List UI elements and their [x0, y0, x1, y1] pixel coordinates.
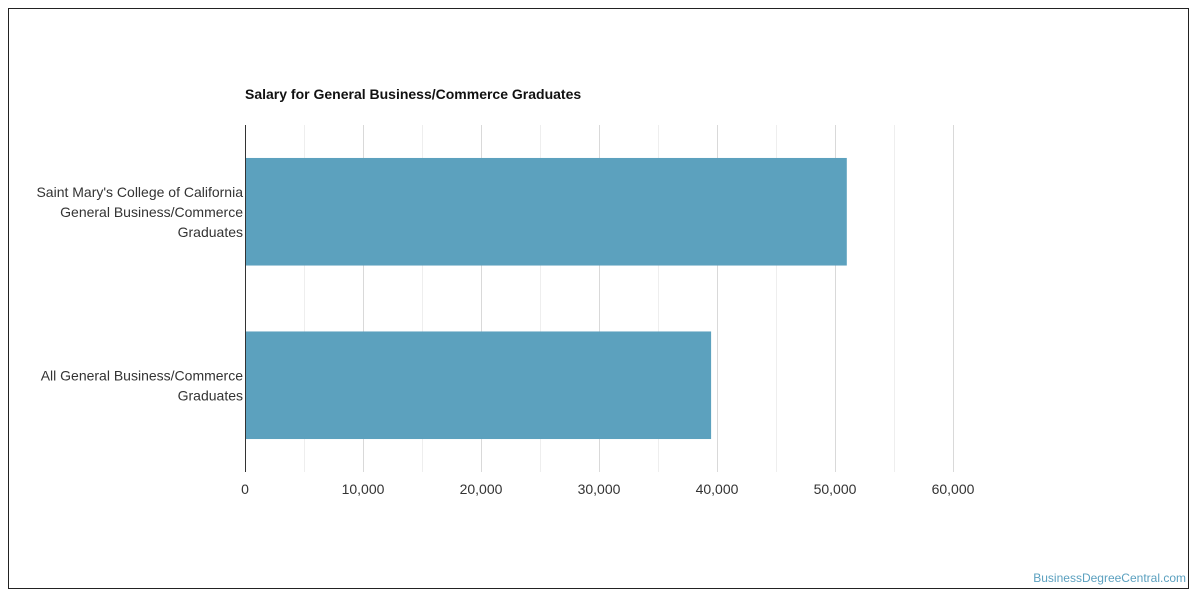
category-label-line: All General Business/Commerce: [41, 367, 244, 383]
category-label: All General Business/Commerce Graduates: [41, 367, 244, 403]
site-watermark[interactable]: BusinessDegreeCentral.com: [1033, 571, 1186, 585]
x-tick-label: 10,000: [342, 481, 385, 497]
category-label-line: General Business/Commerce: [60, 204, 243, 220]
category-label: Saint Mary's College of California Genera…: [36, 184, 243, 240]
x-tick-label: 30,000: [578, 481, 621, 497]
x-tick-label: 40,000: [696, 481, 739, 497]
x-tick-label: 20,000: [460, 481, 503, 497]
category-label-line: Saint Mary's College of California: [36, 184, 243, 200]
bar: [245, 157, 847, 266]
category-label-line: Graduates: [178, 387, 243, 403]
x-tick-label: 0: [241, 481, 249, 497]
x-tick-label: 60,000: [932, 481, 975, 497]
bar: [245, 331, 712, 440]
chart-frame: [8, 8, 1189, 589]
x-tick-label: 50,000: [814, 481, 857, 497]
category-label-line: Graduates: [178, 224, 243, 240]
chart-title: Salary for General Business/Commerce Gra…: [245, 86, 582, 102]
